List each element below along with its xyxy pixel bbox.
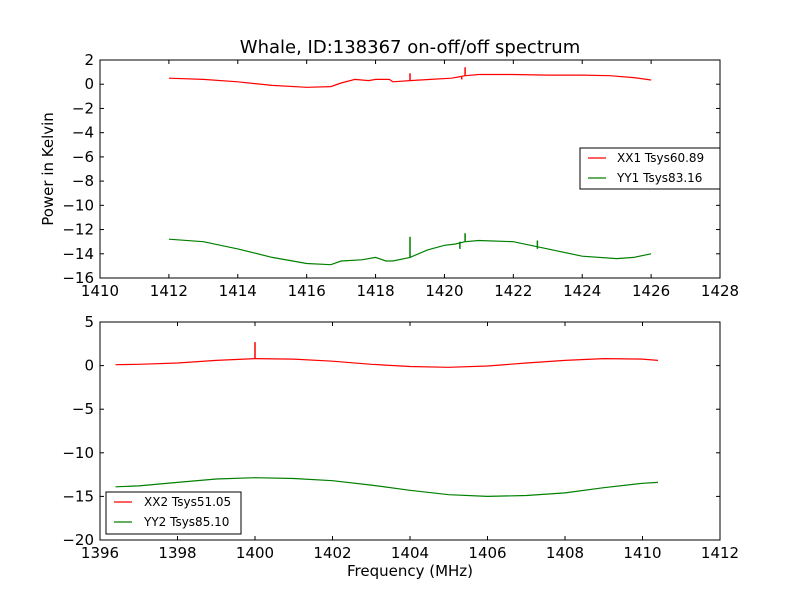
bottom-y-tick-label: −15 (62, 487, 94, 505)
top-x-tick-label: 1420 (425, 282, 463, 300)
top-x-tick-label: 1428 (701, 282, 739, 300)
bottom-y-tick-label: −20 (62, 531, 94, 549)
bottom-y-tick-label: −10 (62, 444, 94, 462)
legend-label-yy2: YY2 Tsys85.10 (143, 515, 229, 529)
bottom-series-line-1 (115, 477, 659, 498)
bottom-panel: Frequency (MHz) 1396 1398 1400 1402 1404 1406… (62, 313, 739, 580)
top-y-tick-label: −4 (72, 124, 94, 142)
bottom-series-line-0 (115, 357, 659, 368)
top-panel: Whale, ID:138367 on-off/off spectrum Pow… (39, 37, 739, 300)
bottom-x-tick-label: 1402 (313, 544, 351, 562)
top-y-tick-label: −10 (62, 196, 94, 214)
bottom-x-tick-label: 1400 (236, 544, 274, 562)
top-y-tick-label: −2 (72, 99, 94, 117)
top-legend-box (579, 147, 721, 190)
bottom-x-tick-label: 1404 (391, 544, 429, 562)
bottom-y-tick-label: 0 (84, 357, 94, 375)
bottom-x-tick-label: 1396 (81, 544, 119, 562)
bottom-y-tick-label: 5 (84, 313, 94, 331)
top-x-tick-label: 1412 (150, 282, 188, 300)
top-ticks: 1410 1412 1414 1416 1418 1420 1422 1424 1426 1428… (62, 51, 739, 300)
legend-label-xx2: XX2 Tsys51.05 (144, 495, 231, 509)
bottom-x-tick-label: 1406 (468, 544, 506, 562)
top-y-tick-label: 2 (84, 51, 94, 69)
top-x-tick-label: 1414 (219, 282, 257, 300)
top-y-axis-label: Power in Kelvin (39, 112, 57, 226)
bottom-legend: XX2 Tsys51.05 YY2 Tsys85.10 (105, 491, 242, 535)
legend-label-xx1: XX1 Tsys60.89 (617, 151, 704, 165)
bottom-plot-content (115, 342, 659, 498)
top-x-tick-label: 1424 (563, 282, 601, 300)
bottom-x-axis-label: Frequency (MHz) (347, 562, 473, 580)
top-y-tick-label: 0 (84, 75, 94, 93)
chart-title: Whale, ID:138367 on-off/off spectrum (240, 37, 580, 58)
top-x-tick-label: 1422 (494, 282, 532, 300)
top-y-tick-label: −6 (72, 148, 94, 166)
bottom-legend-box (105, 491, 242, 535)
bottom-ticks: 1396 1398 1400 1402 1404 1406 1408 1410 1412 5 0 −5… (62, 313, 739, 562)
top-x-tick-label: 1418 (356, 282, 394, 300)
top-y-tick-label: −12 (62, 221, 94, 239)
bottom-y-tick-label: −5 (72, 400, 94, 418)
bottom-x-tick-label: 1410 (623, 544, 661, 562)
top-y-tick-label: −16 (62, 269, 94, 287)
top-series-line-0 (168, 73, 652, 88)
top-x-tick-label: 1410 (81, 282, 119, 300)
top-y-tick-label: −14 (62, 245, 94, 263)
bottom-x-tick-label: 1398 (158, 544, 196, 562)
legend-label-yy1: YY1 Tsys83.16 (616, 171, 702, 185)
top-x-tick-label: 1416 (288, 282, 326, 300)
top-plot-content (168, 67, 652, 266)
top-x-tick-label: 1426 (632, 282, 670, 300)
top-legend: XX1 Tsys60.89 YY1 Tsys83.16 (579, 147, 721, 190)
top-y-tick-label: −8 (72, 172, 94, 190)
bottom-x-tick-label: 1408 (546, 544, 584, 562)
bottom-x-tick-label: 1412 (701, 544, 739, 562)
